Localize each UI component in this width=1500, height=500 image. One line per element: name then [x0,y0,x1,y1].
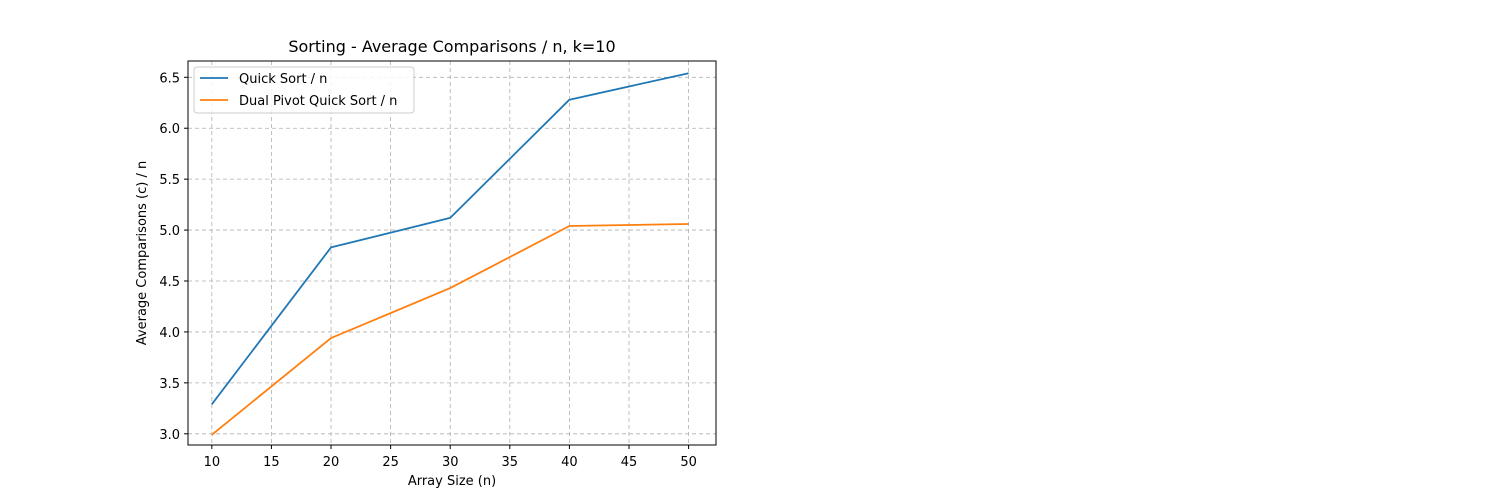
legend-label-dual-pivot: Dual Pivot Quick Sort / n [239,94,397,109]
plot-frame [187,60,717,446]
y-tick-label: 6.0 [159,122,180,137]
x-tick-label: 25 [382,455,399,470]
y-tick-label: 5.0 [159,224,180,239]
x-tick-label: 40 [561,455,578,470]
y-tick-label: 4.0 [159,326,180,341]
series-layer [211,72,689,436]
series-line-dual-pivot-quick-sort [211,223,689,436]
legend-box [193,66,415,114]
legend: Quick Sort / n Dual Pivot Quick Sort / n [193,66,415,114]
x-tick-label: 10 [204,455,221,470]
y-tick-label: 5.5 [159,173,180,188]
tick-layer: 10 15 20 25 30 35 40 45 50 3.0 3.5 4.0 4.5 5.0 5.5 6.0 6… [159,71,697,470]
chart-title: Sorting - Average Comparisons / n, k=10 [288,37,615,56]
x-tick-label: 45 [621,455,638,470]
x-tick-label: 20 [323,455,340,470]
legend-label-quick-sort: Quick Sort / n [239,72,327,87]
x-tick-label: 15 [263,455,280,470]
y-tick-label: 3.0 [159,428,180,443]
series-line-quick-sort [211,72,689,405]
y-tick-label: 4.5 [159,275,180,290]
x-tick-label: 35 [502,455,519,470]
x-tick-label: 30 [442,455,459,470]
x-tick-label: 50 [680,455,697,470]
y-tick-label: 6.5 [159,71,180,86]
y-axis-label: Average Comparisons (c) / n [135,161,150,345]
y-tick-label: 3.5 [159,377,180,392]
x-axis-label: Array Size (n) [408,474,496,489]
